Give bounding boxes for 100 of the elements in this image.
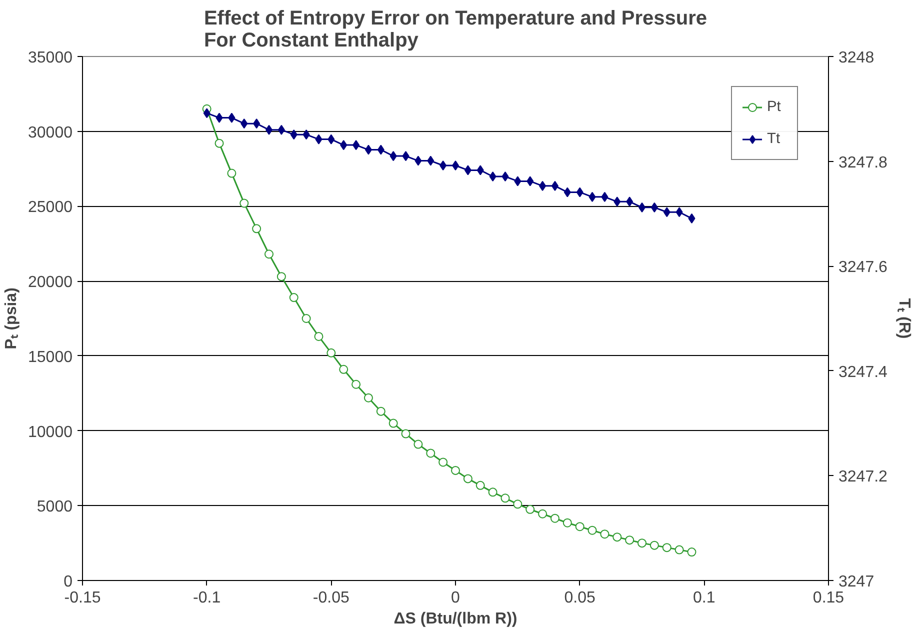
point	[539, 180, 546, 191]
y2-tick-label: 3247.8	[838, 154, 888, 172]
point	[502, 171, 509, 182]
point	[228, 112, 236, 123]
x-tick-label: -0.1	[193, 590, 221, 606]
point	[214, 138, 224, 148]
point	[601, 192, 608, 202]
point	[614, 196, 621, 207]
point	[328, 134, 335, 144]
point	[650, 540, 659, 550]
y-tick-label: 30000	[28, 124, 73, 142]
point	[676, 207, 683, 218]
point	[340, 140, 348, 150]
y2-tick-label: 3247.2	[838, 468, 888, 486]
point	[588, 526, 597, 535]
point	[402, 151, 410, 162]
x-tick-label: 0.15	[812, 590, 844, 606]
y-tick-label: 15000	[28, 348, 73, 366]
point	[339, 364, 348, 374]
point	[240, 118, 248, 129]
point	[588, 192, 596, 202]
point	[315, 134, 322, 144]
point	[440, 160, 447, 170]
point	[302, 130, 310, 140]
point	[302, 314, 311, 323]
point	[426, 448, 436, 458]
point	[326, 348, 336, 358]
y-axis-title: Pₜ (psia)	[3, 288, 20, 350]
point	[650, 202, 658, 212]
point	[551, 180, 558, 191]
y-tick-label: 0	[64, 574, 73, 590]
point	[662, 543, 672, 552]
x-tick-label: 0.05	[564, 590, 596, 606]
legend-label: Pt	[767, 99, 782, 115]
x-axis-title: ΔS (Btu/(lbm R))	[394, 610, 518, 628]
point	[414, 440, 423, 449]
point	[476, 480, 485, 490]
point	[438, 458, 448, 467]
point	[401, 429, 410, 438]
point	[562, 518, 572, 528]
point	[240, 198, 249, 208]
point	[264, 250, 274, 259]
point	[252, 224, 262, 234]
point	[388, 418, 398, 428]
point	[674, 545, 684, 554]
point	[575, 522, 584, 532]
point	[626, 196, 634, 207]
point	[688, 213, 696, 224]
point	[377, 144, 384, 155]
point	[687, 548, 696, 557]
y2-tick-label: 3248	[838, 50, 874, 66]
point	[352, 380, 361, 389]
point	[513, 500, 522, 509]
point	[612, 532, 622, 542]
point	[414, 156, 422, 166]
point	[314, 332, 324, 341]
point	[489, 171, 496, 182]
point	[526, 176, 534, 186]
point	[427, 156, 434, 166]
x-tick-label: -0.15	[64, 590, 101, 606]
point	[600, 530, 610, 539]
y-tick-label: 20000	[28, 274, 73, 292]
point	[625, 536, 634, 545]
y-tick-label: 35000	[28, 50, 73, 66]
point	[538, 509, 548, 518]
point	[638, 538, 646, 548]
point	[203, 108, 210, 118]
x-tick-label: 0.1	[693, 590, 716, 606]
y2-axis-title: Tₜ (R)	[895, 298, 912, 339]
point	[364, 393, 373, 402]
point	[253, 118, 260, 129]
y2-tick-label: 3247	[838, 574, 874, 590]
point	[276, 272, 286, 282]
point	[514, 176, 522, 186]
point	[576, 187, 584, 198]
point	[526, 504, 535, 514]
point	[289, 293, 298, 302]
point	[500, 494, 510, 503]
point	[364, 144, 372, 155]
point	[278, 124, 285, 135]
x-tick-label: 0	[451, 590, 460, 606]
point	[663, 207, 670, 218]
x-tick-label: -0.05	[312, 590, 350, 606]
point	[352, 140, 360, 150]
point	[376, 406, 386, 416]
point	[216, 112, 223, 123]
chart-title: Effect of Entropy Error on Temperature and Pressure For Constant Enthalpy	[204, 8, 708, 52]
point	[227, 168, 236, 178]
point	[564, 187, 571, 198]
y-tick-label: 10000	[28, 424, 73, 441]
point	[550, 514, 560, 523]
y2-tick-label: 3247.4	[838, 364, 888, 381]
point	[464, 165, 472, 176]
legend-label: Tt	[767, 131, 782, 147]
point	[451, 466, 460, 475]
point	[290, 130, 298, 140]
y2-tick-label: 3247.6	[838, 259, 888, 276]
point	[488, 488, 498, 497]
point	[463, 474, 472, 484]
point	[476, 165, 484, 176]
